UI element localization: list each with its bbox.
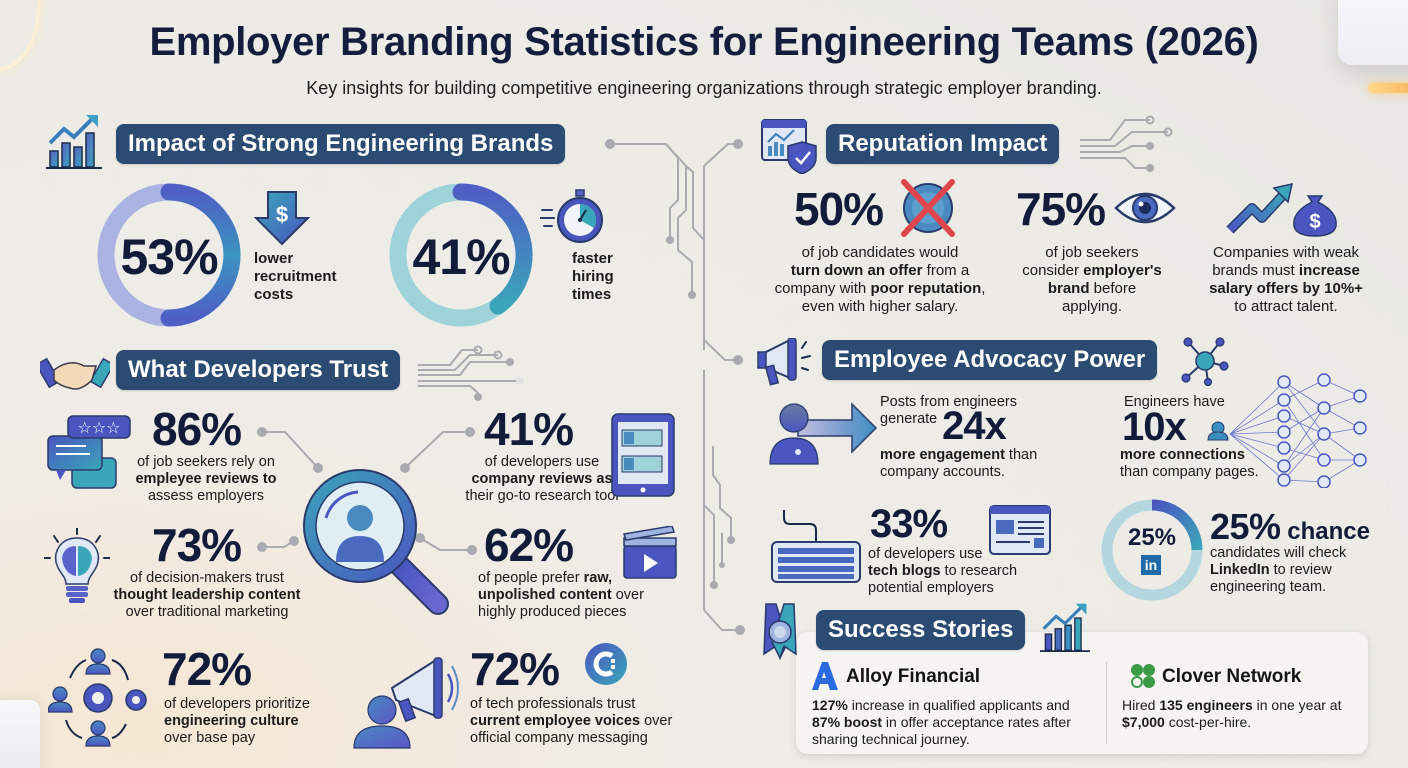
c-logo-badge-icon <box>585 643 627 685</box>
team-gear-cycle-icon <box>48 648 147 747</box>
stat-label-53: lower recruitment costs <box>254 250 337 303</box>
growth-chart-icon <box>46 115 102 169</box>
svg-text:$: $ <box>1309 211 1320 233</box>
keyboard-icon <box>771 510 861 583</box>
stat-value-25-chance: 25% chance <box>1210 506 1370 547</box>
stat-desc-86: of job seekers rely on empleyee reviews … <box>135 454 277 504</box>
decorative-card <box>1338 0 1408 65</box>
connection-mesh-icon <box>1207 373 1367 488</box>
dollar-down-arrow-icon: $ <box>253 191 311 246</box>
donut-41-percent <box>389 183 533 327</box>
stat-desc-salary: Companies with weak brands must increase… <box>1209 244 1363 315</box>
stat-value-75: 75% <box>1016 183 1106 235</box>
section-heading-success: Success Stories <box>816 610 1026 650</box>
stat-value-50: 50% <box>794 183 884 235</box>
donut-25-percent <box>1101 499 1203 601</box>
story-name-clover: Clover Network <box>1162 666 1302 687</box>
linkedin-icon: in <box>1141 555 1161 575</box>
story-text-alloy: 127% increase in qualified applicants an… <box>812 697 1071 747</box>
stat-desc-25: candidates will check LinkedIn to review… <box>1210 545 1347 595</box>
decorative-glow-bar <box>1368 83 1408 93</box>
donut-25-label: 25% <box>1127 524 1177 551</box>
svg-text:$: $ <box>276 202 288 227</box>
advocacy-engagement-pre1: Posts from engineers <box>880 394 1018 410</box>
stat-desc-75: of job seekers consider employer's brand… <box>1022 244 1162 315</box>
stat-desc-41-reviews: of developers use company reviews as the… <box>465 454 619 504</box>
stat-value-10x: 10x <box>1122 405 1187 449</box>
section-heading-reputation: Reputation Impact <box>826 124 1060 164</box>
stat-desc-62: of people prefer raw, unpolished content… <box>478 570 644 620</box>
stat-value-73: 73% <box>152 519 242 571</box>
donut-53-percent <box>97 183 241 327</box>
decorative-corner-card <box>0 700 40 768</box>
trend-money-bag-icon: $ <box>1226 183 1337 237</box>
story-divider <box>1106 662 1107 744</box>
stat-label-41-hiring: faster hiring times <box>572 250 614 303</box>
success-growth-chart-icon <box>1040 603 1090 652</box>
page-title: Employer Branding Statistics for Enginee… <box>149 20 1259 64</box>
stat-value-86: 86% <box>152 403 242 455</box>
stat-desc-72-culture: of developers prioritize engineering cul… <box>164 696 310 746</box>
clapperboard-icon <box>623 526 677 579</box>
stat-desc-73: of decision-makers trust thought leaders… <box>113 570 301 620</box>
blog-page-icon <box>989 505 1051 555</box>
stat-value-72-culture: 72% <box>162 643 252 695</box>
stat-value-33: 33% <box>870 502 948 546</box>
brain-bulb-icon <box>44 528 110 603</box>
magnifier-person-icon <box>303 469 449 615</box>
page-subtitle: Key insights for building competitive en… <box>306 78 1102 98</box>
network-person-icon <box>1181 337 1229 386</box>
stat-value-24x: 24x <box>942 404 1007 448</box>
stat-value-41-reviews: 41% <box>484 403 574 455</box>
advocacy-connections-pre: Engineers have <box>1124 394 1225 410</box>
section-heading-impact: Impact of Strong Engineering Brands <box>116 124 566 164</box>
stat-desc-50: of job candidates would turn down an off… <box>774 244 986 315</box>
person-arrow-icon <box>769 402 878 465</box>
advocacy-connections-desc: more connections than company pages. <box>1120 447 1259 480</box>
award-ribbon-icon <box>763 603 797 660</box>
megaphone-person-icon <box>353 657 459 749</box>
clover-logo-icon <box>1131 664 1155 688</box>
stat-value-41-hiring: 41% <box>412 229 510 285</box>
rejected-x-icon <box>901 179 955 237</box>
advocacy-engagement-desc: more engagement than company accounts. <box>880 447 1038 480</box>
megaphone-icon <box>757 338 811 386</box>
stat-value-53: 53% <box>120 229 218 285</box>
alloy-a-logo-icon <box>812 662 838 690</box>
success-stories-card <box>796 632 1368 754</box>
section-heading-trust: What Developers Trust <box>116 350 401 390</box>
section-heading-advocacy: Employee Advocacy Power <box>822 340 1158 380</box>
stat-value-62: 62% <box>484 519 574 571</box>
eye-icon <box>1114 192 1176 224</box>
advocacy-engagement-pre2: generate <box>880 411 938 427</box>
story-text-clover: Hired 135 engineers in one year at $7,00… <box>1122 697 1342 730</box>
stopwatch-icon <box>540 189 603 243</box>
review-chat-stars-icon: ☆☆☆ <box>47 415 131 489</box>
stat-desc-33: of developers use tech blogs to research… <box>868 546 1018 596</box>
browser-shield-icon <box>761 119 817 174</box>
handshake-icon <box>40 357 110 390</box>
tablet-profiles-icon <box>611 413 675 497</box>
stat-desc-72-voices: of tech professionals trust current empl… <box>470 696 673 746</box>
stat-value-72-voices: 72% <box>470 643 560 695</box>
svg-text:☆☆☆: ☆☆☆ <box>77 418 120 437</box>
story-name-alloy: Alloy Financial <box>846 666 981 687</box>
